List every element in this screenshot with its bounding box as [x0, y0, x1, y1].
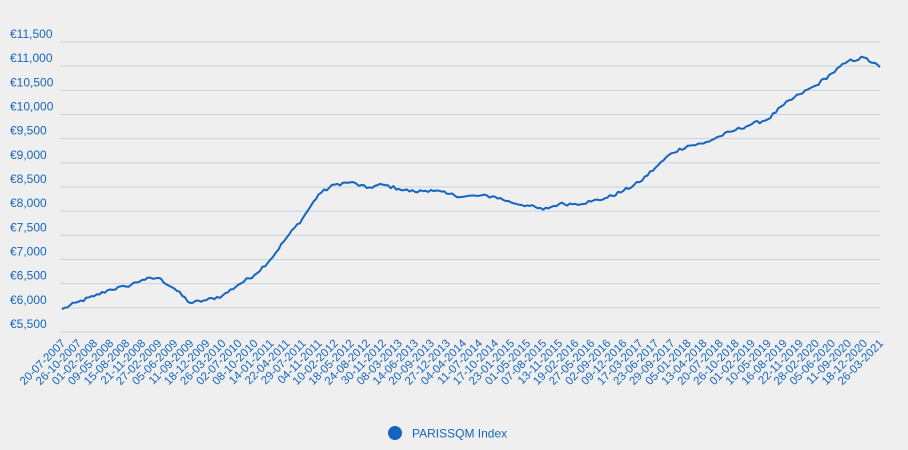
- y-tick-label: €10,000: [10, 100, 54, 114]
- y-tick-label: €10,500: [10, 75, 54, 89]
- legend[interactable]: PARISSQM Index: [388, 426, 507, 441]
- y-tick-label: €7,500: [10, 220, 47, 234]
- y-tick-label: €6,500: [10, 269, 47, 283]
- y-tick-label: €6,000: [10, 293, 47, 307]
- y-tick-label: €11,500: [10, 27, 53, 41]
- y-axis-ticks: €5,500 €6,000 €6,500 €7,000 €7,500 €8,000 €8,5…: [10, 27, 54, 331]
- legend-label: PARISSQM Index: [412, 427, 507, 441]
- y-tick-label: €11,000: [10, 51, 53, 65]
- y-tick-label: €9,000: [10, 148, 47, 162]
- y-tick-label: €5,500: [10, 317, 47, 331]
- y-tick-label: €8,500: [10, 172, 47, 186]
- y-tick-label: €9,500: [10, 124, 47, 138]
- y-tick-label: €7,000: [10, 245, 47, 259]
- legend-marker-icon: [388, 426, 402, 440]
- y-tick-label: €8,000: [10, 196, 47, 210]
- x-axis-ticks: 20-07-200726-10-200701-02-200809-05-2008…: [18, 337, 886, 388]
- gridlines: [60, 41, 880, 333]
- series-layer: [61, 55, 881, 311]
- series-line[interactable]: [61, 55, 881, 311]
